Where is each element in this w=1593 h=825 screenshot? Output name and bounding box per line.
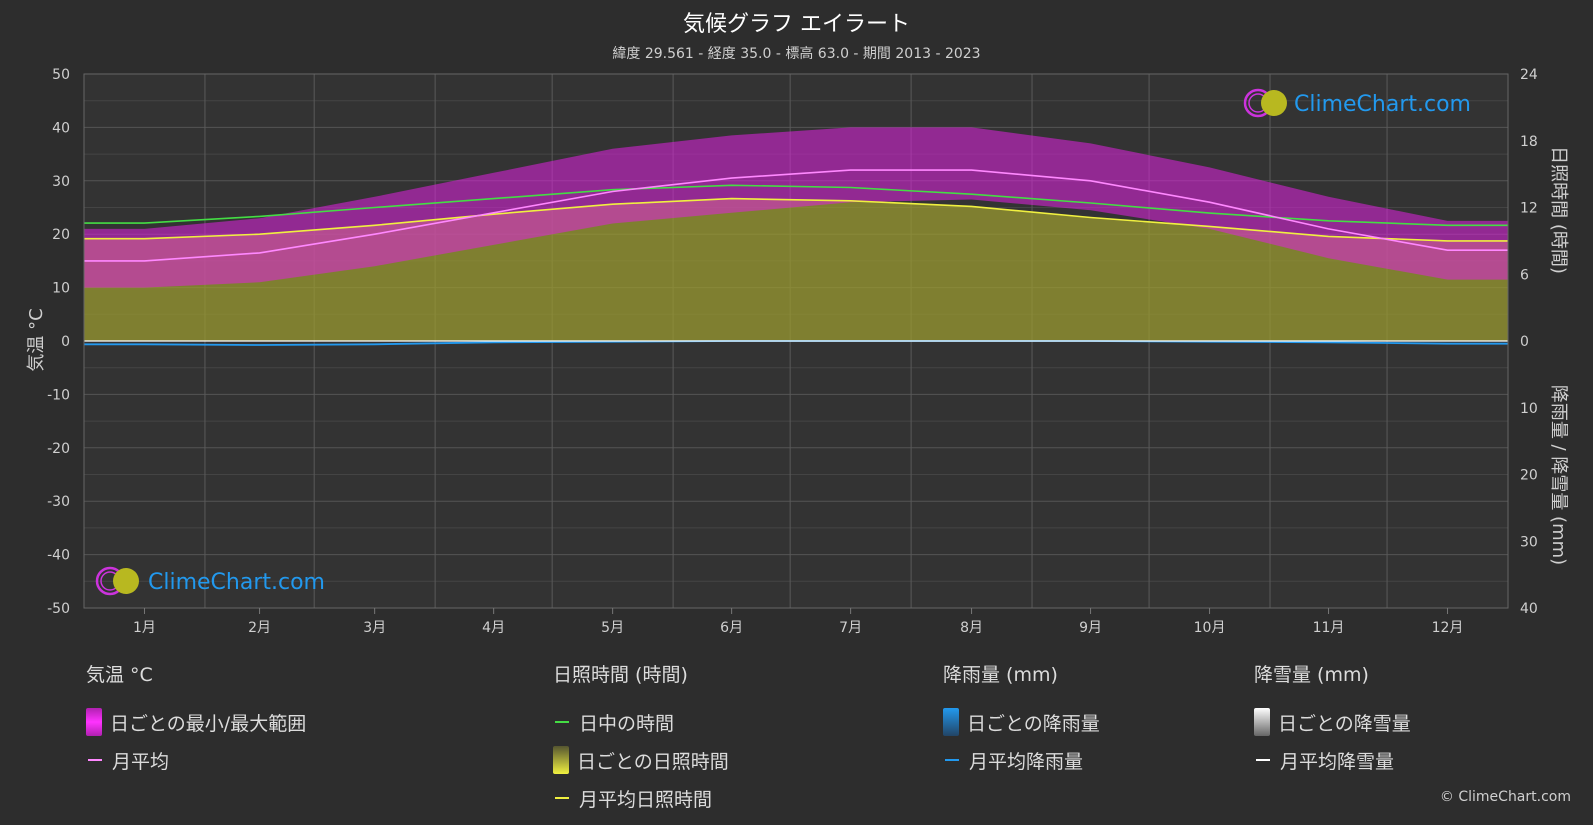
legend-label: 日ごとの降雪量 <box>1278 712 1411 735</box>
legend-label: 月平均 <box>112 750 170 773</box>
bar-swatch-icon <box>943 708 959 736</box>
bar-swatch-icon <box>553 746 569 774</box>
legend-item: 月平均 <box>86 741 306 779</box>
legend-item: 月平均降雪量 <box>1254 741 1411 779</box>
chart-subtitle: 緯度 29.561 - 経度 35.0 - 標高 63.0 - 期間 2013 … <box>612 46 981 62</box>
legend-label: 月平均降雪量 <box>1280 750 1395 773</box>
legend-rain: 降雨量 (mm) 日ごとの降雨量 月平均降雨量 <box>943 660 1100 779</box>
daylight-line <box>84 184 1508 227</box>
y-left-tick-label: -50 <box>47 601 70 617</box>
x-tick-label: 5月 <box>601 620 624 636</box>
legend-heading: 降雪量 (mm) <box>1254 664 1369 686</box>
legend-label: 日中の時間 <box>579 712 675 735</box>
y-axis-left-label: 気温 °C <box>26 308 47 371</box>
legend-item: 日ごとの最小/最大範囲 <box>86 703 306 741</box>
y-right-top-tick-label: 24 <box>1520 67 1538 83</box>
logo-sun-icon <box>1261 90 1287 116</box>
line-swatch-icon <box>88 759 102 761</box>
temperature-range-band <box>84 127 1508 288</box>
legend-label: 月平均降雨量 <box>969 750 1084 773</box>
legend-item: 月平均降雨量 <box>943 741 1100 779</box>
x-tick-label: 2月 <box>248 620 271 636</box>
temperature-avg-line <box>84 169 1508 262</box>
logo-text: ClimeChart.com <box>148 570 325 595</box>
x-tick-label: 7月 <box>839 620 862 636</box>
x-tick-label: 3月 <box>363 620 386 636</box>
y-right-bottom-tick-label: 20 <box>1520 468 1538 484</box>
legend-label: 月平均日照時間 <box>579 788 713 811</box>
legend-heading: 降雨量 (mm) <box>943 664 1058 686</box>
y-axis-right-bottom-label: 降雨量 / 降雪量 (mm) <box>1548 385 1569 565</box>
plot-frame <box>83 73 1509 609</box>
legend-heading: 日照時間 (時間) <box>553 664 688 686</box>
x-tick-label: 11月 <box>1313 620 1345 636</box>
legend-item: 日ごとの日照時間 <box>553 741 729 779</box>
legend-temperature: 気温 °C 日ごとの最小/最大範囲 月平均 <box>86 660 306 779</box>
copyright: © ClimeChart.com <box>1439 789 1571 805</box>
legend-snow: 降雪量 (mm) 日ごとの降雪量 月平均降雪量 <box>1254 660 1411 779</box>
legend-heading: 気温 °C <box>86 664 153 686</box>
legend-item: 日中の時間 <box>553 703 729 741</box>
y-left-tick-label: -40 <box>47 548 70 564</box>
logo-top: ClimeChart.com <box>1243 88 1471 118</box>
x-tick-label: 9月 <box>1079 620 1102 636</box>
y-left-tick-label: -10 <box>47 387 70 403</box>
line-swatch-icon <box>1256 759 1270 761</box>
y-right-bottom-tick-label: 30 <box>1520 534 1538 550</box>
legend-item: 日ごとの降雨量 <box>943 703 1100 741</box>
bar-swatch-icon <box>86 708 102 736</box>
logo-sun-icon <box>113 568 139 594</box>
x-tick-label: 12月 <box>1432 620 1464 636</box>
x-tick-label: 8月 <box>960 620 983 636</box>
y-right-top-tick-label: 12 <box>1520 201 1538 217</box>
bar-swatch-icon <box>1254 708 1270 736</box>
line-swatch-icon <box>555 721 569 723</box>
x-tick-label: 4月 <box>482 620 505 636</box>
x-tick-label: 1月 <box>133 620 156 636</box>
sunshine-avg-line <box>84 197 1508 242</box>
legend-label: 日ごとの降雨量 <box>967 712 1100 735</box>
y-right-bottom-tick-label: 40 <box>1520 601 1538 617</box>
y-left-tick-label: -20 <box>47 441 70 457</box>
y-left-tick-label: 10 <box>52 281 70 297</box>
y-right-top-tick-label: 18 <box>1520 134 1538 150</box>
y-left-tick-label: 0 <box>61 334 70 350</box>
y-right-top-tick-label: 6 <box>1520 267 1529 283</box>
climate-chart: 50 40 30 20 10 0 -10 -20 -30 -40 -50 24 18 12 6 0 10 20 30… <box>26 67 1569 636</box>
x-tick-label: 10月 <box>1194 620 1226 636</box>
y-right-top-tick-label: 0 <box>1520 334 1529 350</box>
chart-title: 気候グラフ エイラート <box>683 12 910 37</box>
y-right-bottom-tick-label: 10 <box>1520 401 1538 417</box>
line-swatch-icon <box>555 797 569 799</box>
y-left-tick-label: -30 <box>47 494 70 510</box>
logo-text: ClimeChart.com <box>1294 92 1471 117</box>
y-left-tick-label: 20 <box>52 227 70 243</box>
legend-label: 日ごとの日照時間 <box>577 750 729 773</box>
y-left-tick-label: 50 <box>52 67 70 83</box>
y-axis-right-top-label: 日照時間 (時間) <box>1548 146 1569 274</box>
x-tick-label: 6月 <box>720 620 743 636</box>
legend-label: 日ごとの最小/最大範囲 <box>110 712 307 735</box>
y-left-tick-label: 30 <box>52 174 70 190</box>
line-swatch-icon <box>945 759 959 761</box>
legend-item: 日ごとの降雪量 <box>1254 703 1411 741</box>
legend-sunshine: 日照時間 (時間) 日中の時間 日ごとの日照時間 月平均日照時間 <box>553 660 729 817</box>
logo-bottom: ClimeChart.com <box>95 566 325 596</box>
legend-item: 月平均日照時間 <box>553 779 729 817</box>
y-left-tick-label: 40 <box>52 120 70 136</box>
